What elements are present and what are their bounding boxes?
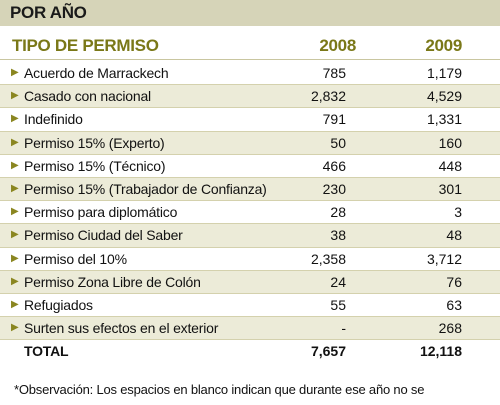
row-value-2008: 791 [322, 111, 346, 128]
table-row: ▶ Surten sus efectos en el exterior - 268 [0, 317, 500, 341]
table-header: TIPO DE PERMISO 2008 2009 [0, 33, 500, 60]
row-label: Permiso Ciudad del Saber [24, 227, 183, 244]
row-label: Refugiados [24, 296, 93, 313]
row-label: Permiso para diplomático [24, 204, 178, 221]
row-label: Permiso 15% (Trabajador de Confianza) [24, 180, 267, 197]
row-label: Surten sus efectos en el exterior [24, 320, 219, 337]
table-row: ▶ Permiso Ciudad del Saber 38 48 [0, 224, 500, 248]
row-value-2009: 63 [446, 296, 462, 313]
header-permit-type: TIPO DE PERMISO [12, 36, 159, 55]
chevron-right-icon: ▶ [11, 322, 19, 334]
row-label: Permiso del 10% [24, 250, 127, 267]
row-value-2009: 4,529 [426, 88, 462, 105]
table-row: ▶ Permiso del 10% 2,358 3,712 [0, 248, 500, 271]
row-label: Permiso 15% (Experto) [24, 134, 165, 151]
row-value-2008: 2,832 [310, 88, 346, 105]
table-row: ▶ Refugiados 55 63 [0, 294, 500, 318]
row-label: Permiso 15% (Técnico) [24, 157, 166, 174]
row-value-2008: 466 [322, 157, 346, 174]
row-value-2009: 160 [438, 134, 462, 151]
section-title: POR AÑO [0, 0, 500, 26]
total-value-2009: 12,118 [419, 343, 462, 360]
chevron-right-icon: ▶ [11, 252, 19, 264]
table-row: ▶ Permiso Zona Libre de Colón 24 76 [0, 270, 500, 294]
table-row: ▶ Permiso 15% (Experto) 50 160 [0, 131, 500, 155]
row-label: Acuerdo de Marrackech [24, 65, 169, 81]
table-row: ▶ Indefinido 791 1,331 [0, 108, 500, 132]
row-value-2008: 24 [330, 273, 346, 290]
table-row: ▶ Casado con nacional 2,832 4,529 [0, 85, 500, 109]
row-value-2008: 785 [322, 65, 346, 81]
row-value-2009: 76 [446, 273, 462, 290]
chevron-right-icon: ▶ [11, 229, 19, 241]
chevron-right-icon: ▶ [11, 159, 19, 171]
footnote: *Observación: Los espacios en blanco ind… [14, 382, 425, 397]
row-value-2008: 38 [330, 227, 346, 244]
row-value-2009: 3 [454, 204, 462, 221]
chevron-right-icon: ▶ [11, 206, 19, 218]
row-value-2009: 1,331 [426, 111, 462, 128]
chevron-right-icon: ▶ [11, 298, 19, 310]
total-value-2008: 7,657 [310, 343, 346, 360]
table-row: ▶ Permiso para diplomático 28 3 [0, 201, 500, 225]
table-row: ▶ Permiso 15% (Técnico) 466 448 [0, 155, 500, 178]
row-value-2009: 3,712 [426, 250, 462, 267]
row-label: Casado con nacional [24, 88, 151, 105]
row-value-2008: - [341, 320, 346, 337]
header-year-2009: 2009 [425, 36, 462, 55]
row-label: Permiso Zona Libre de Colón [24, 273, 201, 290]
table-body: ▶ Acuerdo de Marrackech 785 1,179 ▶ Casado co… [0, 62, 500, 363]
header-year-2008: 2008 [319, 36, 356, 55]
row-value-2008: 230 [322, 180, 346, 197]
row-value-2009: 268 [438, 320, 462, 337]
total-row: TOTAL 7,657 12,118 [0, 340, 500, 363]
chevron-right-icon: ▶ [11, 67, 19, 78]
chevron-right-icon: ▶ [11, 90, 19, 102]
total-label: TOTAL [24, 343, 69, 360]
row-value-2009: 1,179 [426, 65, 462, 81]
chevron-right-icon: ▶ [11, 113, 19, 125]
table-row: ▶ Permiso 15% (Trabajador de Confianza) 23… [0, 177, 500, 202]
chevron-right-icon: ▶ [11, 182, 19, 194]
row-value-2008: 55 [330, 296, 346, 313]
row-value-2009: 301 [438, 180, 462, 197]
chevron-right-icon: ▶ [11, 275, 19, 287]
row-value-2008: 2,358 [310, 250, 346, 267]
row-value-2008: 50 [330, 134, 346, 151]
chevron-right-icon: ▶ [11, 136, 19, 148]
table-row: ▶ Acuerdo de Marrackech 785 1,179 [0, 62, 500, 86]
row-value-2009: 48 [446, 227, 462, 244]
row-value-2009: 448 [438, 157, 462, 174]
row-value-2008: 28 [330, 204, 346, 221]
row-label: Indefinido [24, 111, 83, 128]
